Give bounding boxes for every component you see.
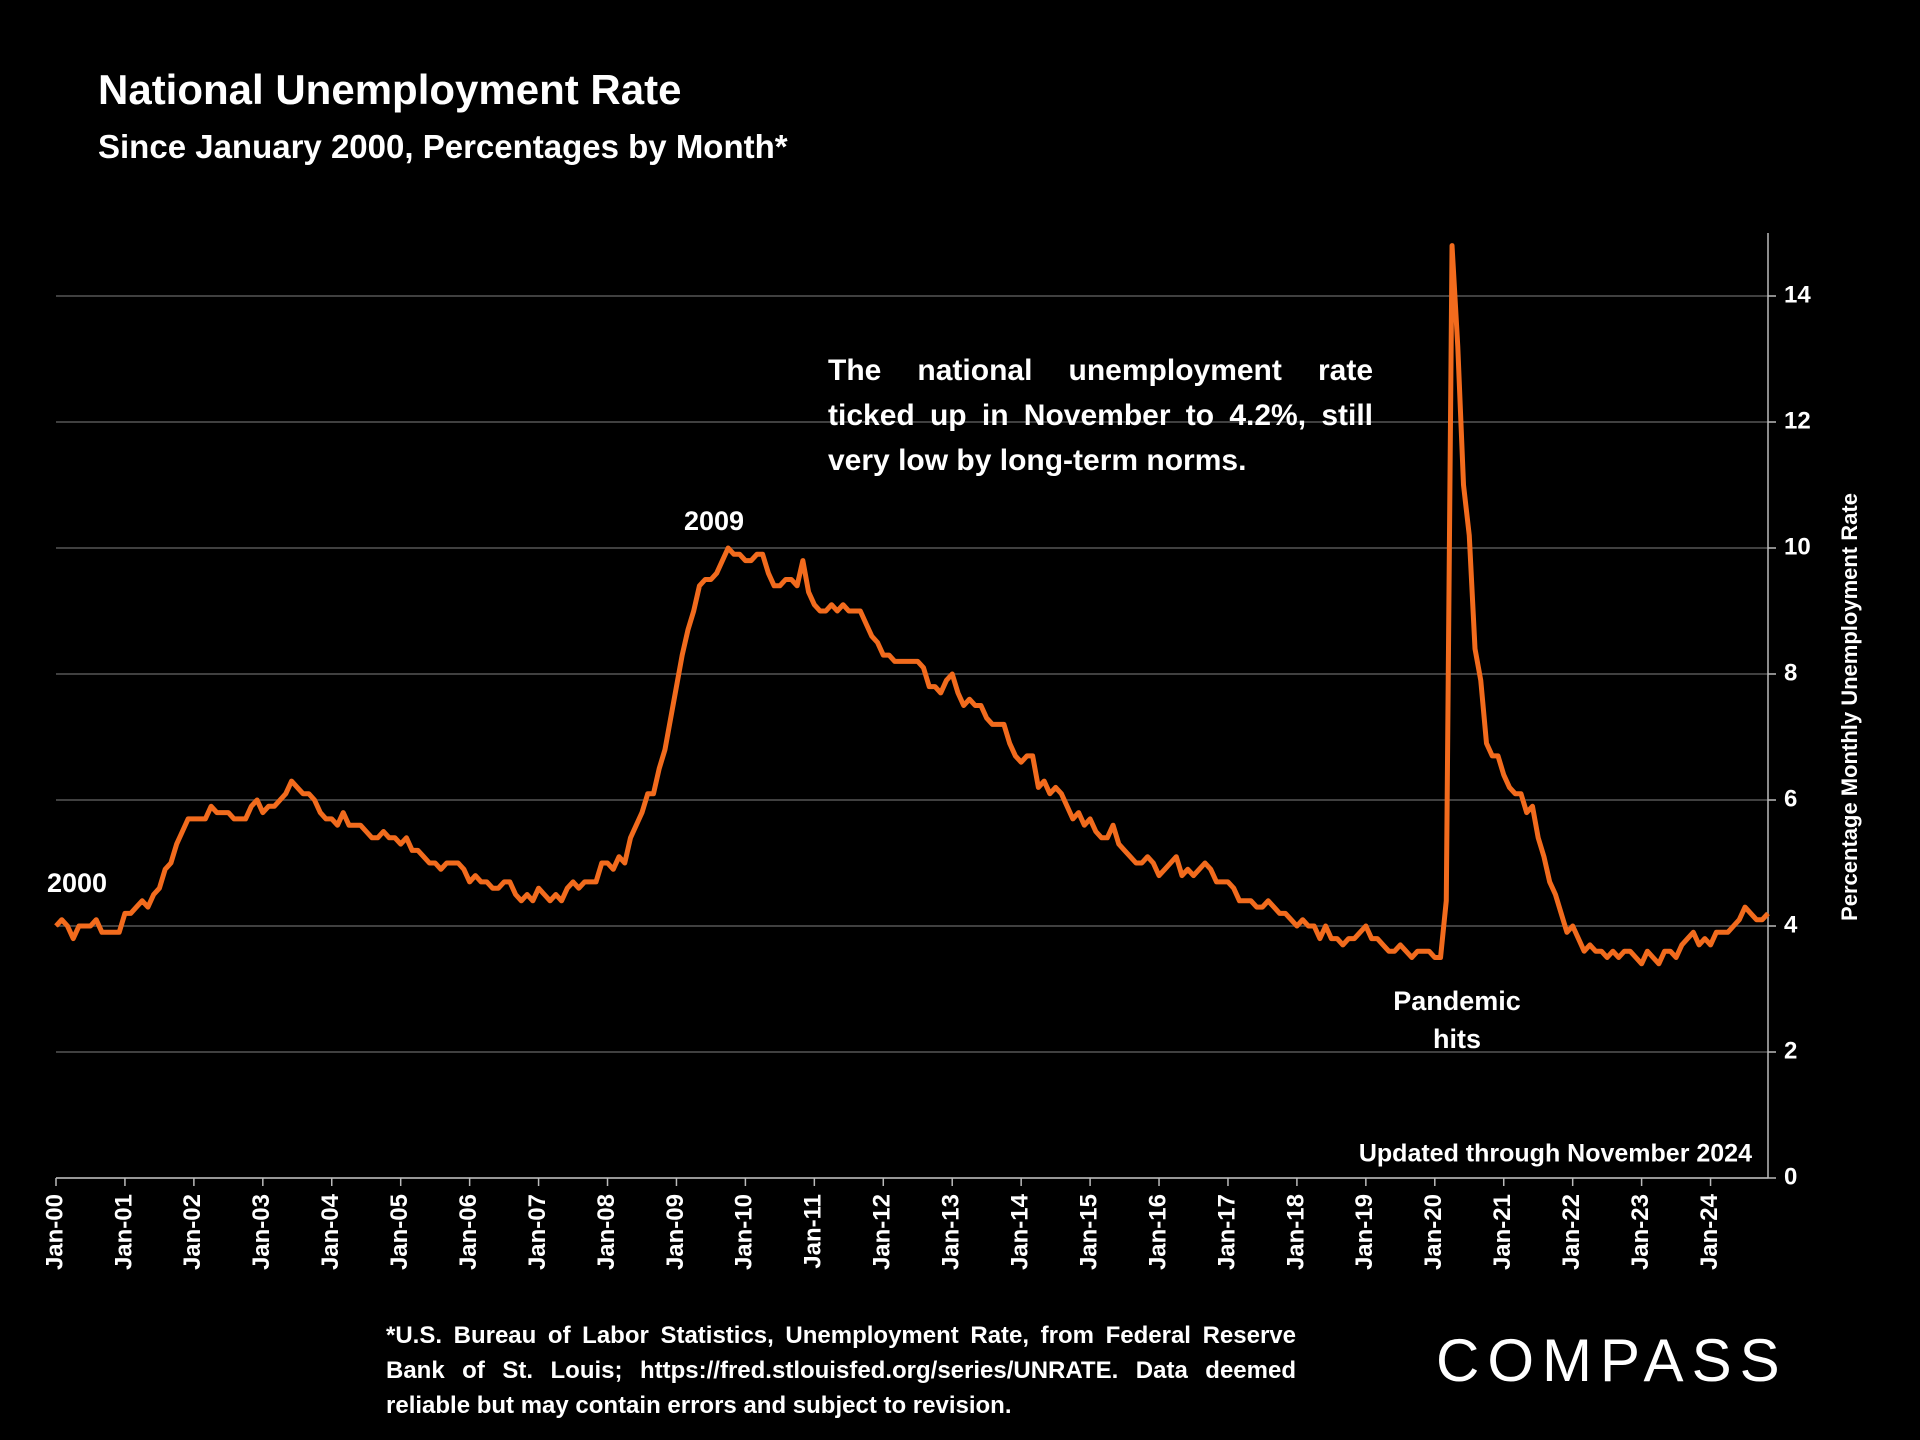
y-tick-label: 4: [1784, 911, 1798, 938]
x-tick-label: Jan-10: [731, 1194, 758, 1270]
x-tick-label: Jan-03: [248, 1194, 275, 1270]
x-tick-label: Jan-01: [110, 1194, 137, 1270]
y-tick-label: 14: [1784, 281, 1811, 308]
logo: COMPASS: [1436, 1327, 1788, 1394]
x-tick-label: Jan-21: [1489, 1194, 1516, 1270]
y-axis-label: Percentage Monthly Unemployment Rate: [1837, 493, 1862, 921]
x-tick-label: Jan-17: [1213, 1194, 1240, 1270]
line-series: [54, 243, 1770, 967]
chart-subtitle: Since January 2000, Percentages by Month…: [98, 128, 788, 165]
y-tick-label: 6: [1784, 785, 1797, 812]
x-tick-label: Jan-20: [1420, 1194, 1447, 1270]
y-tick-label: 0: [1784, 1163, 1797, 1190]
x-tick-label: Jan-05: [386, 1194, 413, 1270]
x-tick-label: Jan-07: [524, 1194, 551, 1270]
x-tick-label: Jan-04: [317, 1193, 344, 1270]
x-tick-label: Jan-24: [1696, 1193, 1723, 1270]
x-tick-label: Jan-08: [593, 1194, 620, 1270]
x-tick-label: Jan-14: [1006, 1193, 1033, 1270]
chart-title: National Unemployment Rate: [98, 66, 682, 113]
y-tick-label: 2: [1784, 1037, 1797, 1064]
x-tick-label: Jan-06: [455, 1194, 482, 1270]
y-tick-label: 8: [1784, 659, 1797, 686]
annotation: Updated through November 2024: [1359, 1140, 1752, 1168]
x-tick-label: Jan-13: [938, 1194, 965, 1270]
annotation: Pandemic hits: [1393, 986, 1521, 1054]
annotation: 2009: [684, 506, 744, 536]
annotation: The national unemployment rate ticked up…: [828, 354, 1373, 477]
y-tick-label: 10: [1784, 533, 1811, 560]
x-tick-label: Jan-00: [41, 1194, 68, 1270]
y-tick-label: 12: [1784, 407, 1811, 434]
annotation: 2000: [47, 868, 107, 898]
x-tick-label: Jan-12: [869, 1194, 896, 1270]
x-tick-label: Jan-16: [1144, 1194, 1171, 1270]
x-tick-label: Jan-22: [1558, 1194, 1585, 1270]
x-tick-label: Jan-02: [179, 1194, 206, 1270]
footnote: *U.S. Bureau of Labor Statistics, Unempl…: [386, 1322, 1296, 1419]
x-tick-label: Jan-23: [1627, 1194, 1654, 1270]
x-tick-label: Jan-18: [1282, 1194, 1309, 1270]
x-tick-label: Jan-09: [662, 1194, 689, 1270]
x-tick-label: Jan-19: [1351, 1194, 1378, 1270]
x-tick-label: Jan-15: [1075, 1194, 1102, 1270]
x-tick-label: Jan-11: [800, 1194, 827, 1269]
